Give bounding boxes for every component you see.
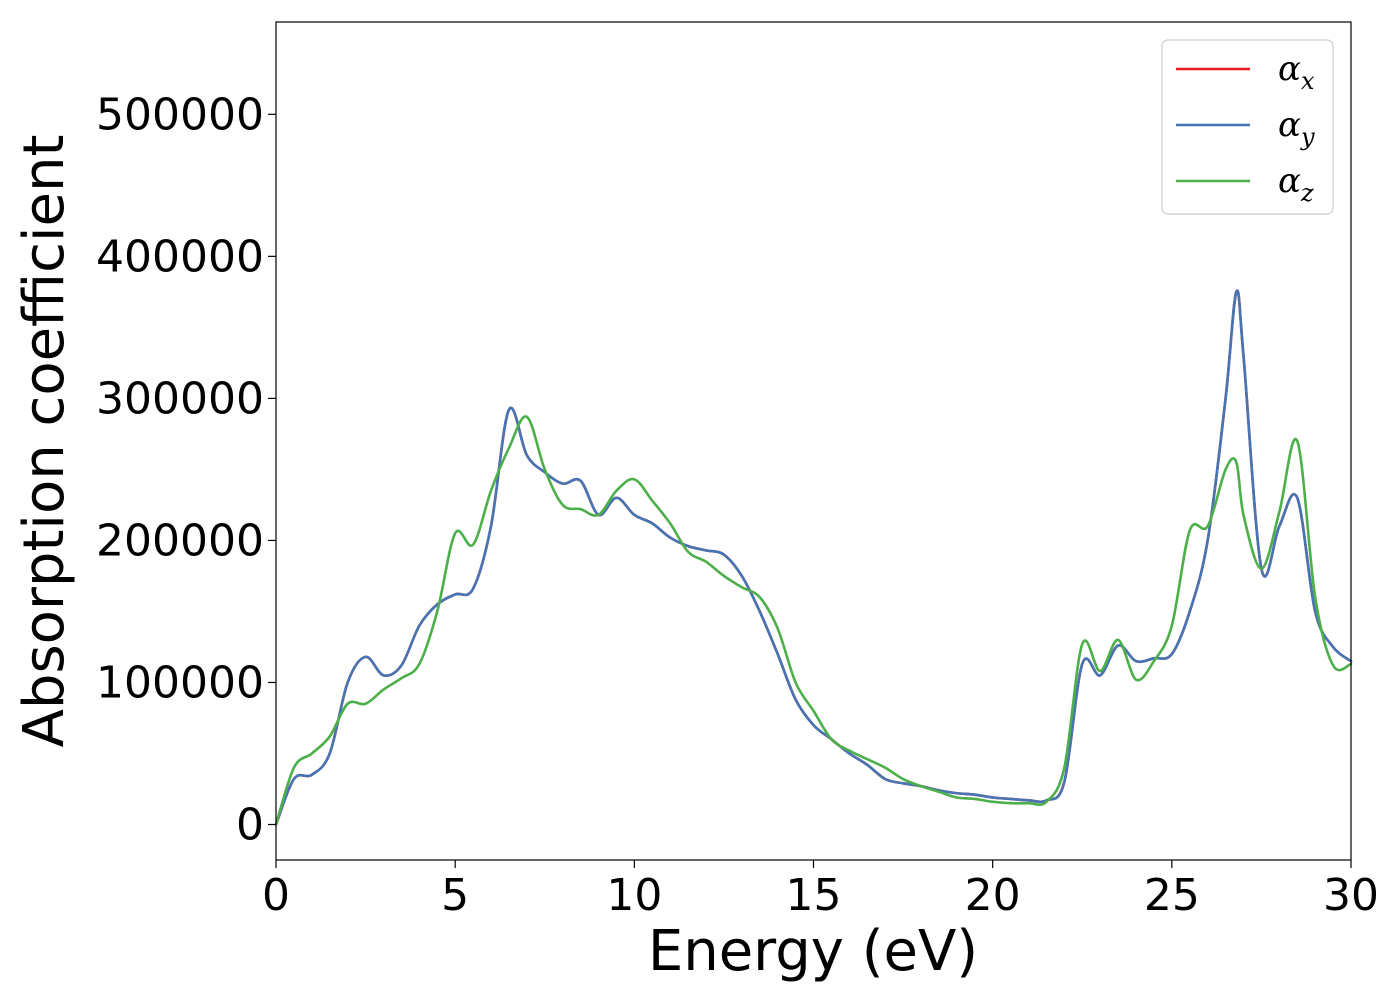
- legend-label-z: αz: [1278, 161, 1314, 207]
- y-tick-label: 500000: [96, 89, 264, 140]
- x-tick-label: 20: [965, 870, 1021, 921]
- x-tick-label: 15: [786, 870, 842, 921]
- series-line-z: [274, 415, 1353, 826]
- y-tick-label: 200000: [96, 515, 264, 566]
- x-tick-label: 25: [1144, 870, 1200, 921]
- legend-label-x: αx: [1278, 49, 1315, 95]
- x-tick-label: 10: [606, 870, 662, 921]
- y-tick-label: 400000: [96, 231, 264, 282]
- x-tick-label: 0: [262, 870, 290, 921]
- legend-label-y: αy: [1278, 105, 1315, 151]
- y-tick-label: 300000: [96, 373, 264, 424]
- x-axis-label: Energy (eV): [648, 919, 978, 984]
- x-tick-label: 5: [441, 870, 469, 921]
- series-line-x: [274, 289, 1353, 826]
- y-tick-label: 100000: [96, 657, 264, 708]
- y-tick-label: 0: [236, 799, 264, 850]
- x-tick-label: 30: [1323, 870, 1379, 921]
- y-axis: 0 100000 200000 300000 400000 500000: [96, 89, 276, 850]
- y-axis-label: Absorption coefficient: [12, 135, 77, 748]
- legend: αx αy αz: [1161, 39, 1334, 215]
- x-axis: 0 5 10 15 20 25 30: [262, 860, 1379, 921]
- series-line-y: [274, 289, 1353, 826]
- legend-box: [1161, 39, 1334, 215]
- series-layer: [274, 289, 1353, 826]
